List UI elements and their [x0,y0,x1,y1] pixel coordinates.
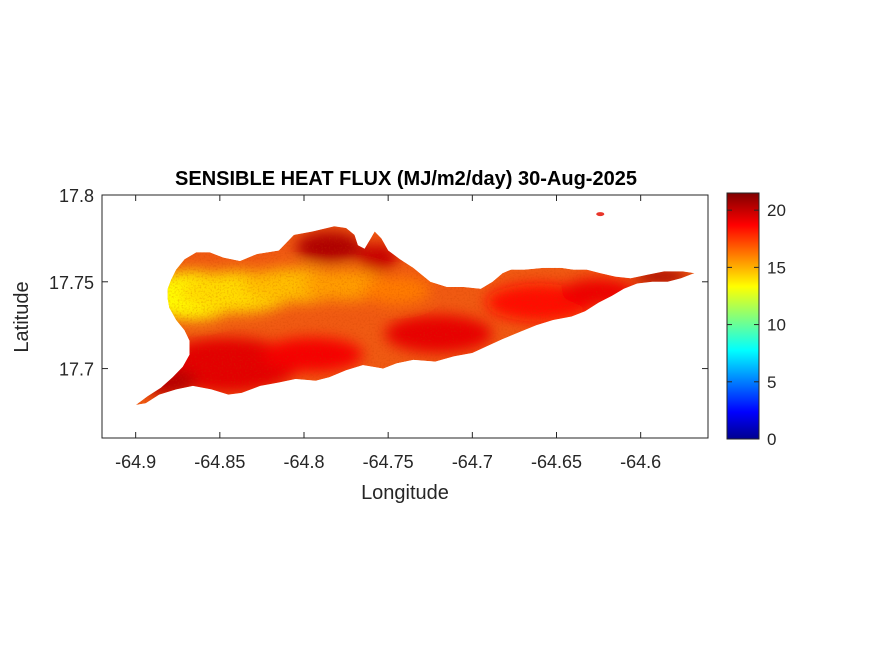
x-tick-label: -64.7 [452,452,493,472]
x-tick-label: -64.65 [531,452,582,472]
y-tick-label: 17.8 [59,186,94,206]
x-tick-label: -64.8 [283,452,324,472]
colorbar-tick-label: 15 [767,258,786,277]
chart-title: SENSIBLE HEAT FLUX (MJ/m2/day) 30-Aug-20… [175,168,637,190]
colorbar-tick-label: 5 [767,373,776,392]
x-tick-label: -64.6 [620,452,661,472]
x-tick-label: -64.9 [115,452,156,472]
islet [596,212,605,217]
y-tick-label: 17.7 [59,360,94,380]
y-axis-label: Latitude [11,281,33,352]
colorbar-ticks: 0 5 10 15 20 [727,201,786,449]
colorbar-tick-label: 0 [767,430,776,449]
y-axis: 17.7 17.75 17.8 [49,186,708,380]
colorbar-tick-label: 10 [767,316,786,335]
y-tick-label: 17.75 [49,273,94,293]
plot-area: -64.9 -64.85 -64.8 -64.75 -64.7 -64.65 -64.6 1… [49,186,709,472]
colorbar-gradient [726,192,760,440]
x-axis-label: Longitude [361,482,449,504]
colorbar-tick-label: 20 [767,201,786,220]
x-axis: -64.9 -64.85 -64.8 -64.75 -64.7 -64.65 -64.6 [115,195,661,472]
plot-frame [101,194,709,439]
x-tick-label: -64.85 [194,452,245,472]
colorbar: 0 5 10 15 20 [726,192,786,449]
x-tick-label: -64.75 [363,452,414,472]
